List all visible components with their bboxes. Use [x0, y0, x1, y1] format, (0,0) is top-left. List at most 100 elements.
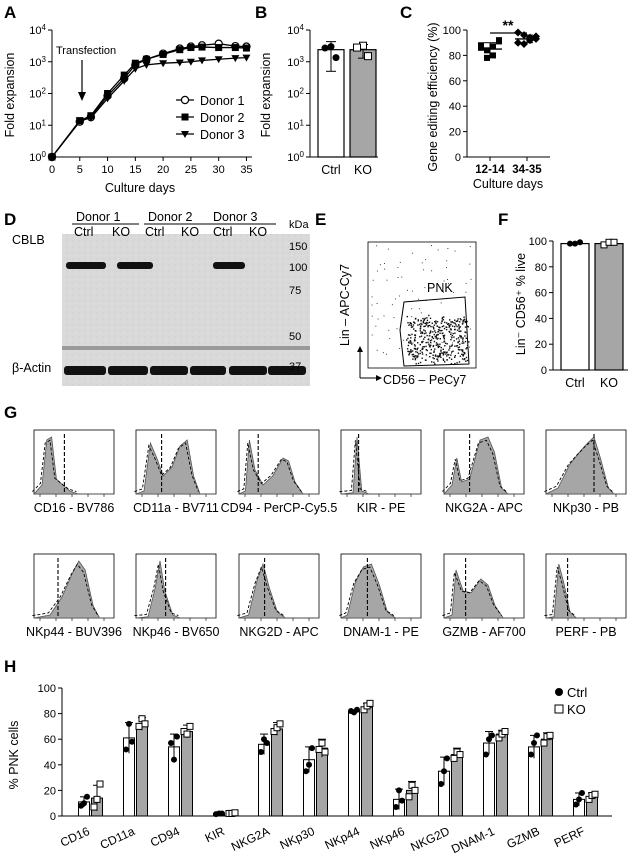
flow-event: [421, 332, 424, 335]
flow-event: [469, 263, 471, 265]
flow-event: [408, 340, 410, 342]
flow-event: [414, 338, 416, 340]
flow-event: [449, 328, 452, 330]
flow-event: [465, 360, 467, 362]
panel-a-xtick-label: 20: [157, 164, 169, 176]
flow-event: [451, 334, 453, 337]
flow-event: [455, 324, 457, 326]
panel-h-xtick-label: PERF: [552, 824, 587, 850]
flow-event: [410, 351, 413, 353]
flow-event: [458, 330, 460, 332]
flow-event: [429, 331, 432, 333]
panel-f-point-ctrl: [567, 240, 573, 247]
kda-marker-150: 150: [289, 241, 307, 253]
panel-h-xtick-label: NKp46: [368, 824, 407, 852]
flow-event: [441, 342, 443, 344]
flow-event: [403, 339, 405, 341]
flow-event: [457, 347, 459, 349]
panel-b-point-ko: [364, 52, 372, 61]
flow-event: [453, 340, 455, 342]
flow-event: [442, 353, 445, 355]
flow-event: [433, 324, 436, 326]
panel-h-point-ctrl: [309, 745, 315, 752]
flow-event: [461, 353, 463, 355]
flow-event: [416, 348, 418, 351]
flow-event: [425, 332, 427, 334]
flow-event: [412, 326, 414, 328]
panel-a-point-donor-2: [120, 71, 128, 79]
flow-event: [437, 360, 439, 362]
panel-h-point-ctrl: [168, 740, 174, 747]
panel-c-point-day34-35: [520, 39, 528, 48]
panel-g: G CD16 - BV786 CD11a - BV711 CD94 - PerCP-…: [4, 403, 627, 639]
flow-event: [450, 329, 452, 331]
panel-h-point-ctrl: [264, 740, 270, 747]
flow-event: [454, 345, 456, 347]
panel-h-point-ko: [276, 720, 284, 728]
flow-event: [424, 336, 426, 338]
panel-b-ytick-label: 100: [287, 150, 304, 164]
flow-event: [434, 363, 436, 365]
panel-h-point-ko: [318, 739, 326, 747]
histogram-ctrl-outline: [339, 440, 368, 493]
flow-event: [418, 308, 420, 310]
panel-f-bar-ko: [594, 242, 624, 371]
flow-event: [434, 330, 436, 332]
panel-a-point-donor-3: [48, 154, 56, 161]
flow-event: [385, 353, 387, 355]
blot-background-band: [62, 346, 310, 350]
flow-event: [469, 328, 471, 330]
panel-a-point-donor-2: [231, 44, 239, 52]
flow-event: [461, 342, 463, 344]
flow-event: [429, 335, 431, 337]
flow-event: [450, 358, 453, 360]
panel-c-ytick-label: 60: [449, 76, 461, 88]
histogram-label: NKp44 - BUV396: [26, 625, 122, 639]
panel-f: F Lin⁻ CD56⁺ % live 0 20 40 60 80 100 Ctrl KO: [498, 210, 628, 390]
histogram-label: CD16 - BV786: [34, 501, 115, 515]
flow-event: [437, 333, 439, 336]
panel-a-xlabel: Culture days: [105, 181, 175, 195]
panel-h-xtick-label: NKp30: [278, 824, 317, 852]
flow-event: [427, 322, 429, 324]
flow-event: [442, 358, 444, 360]
flow-event: [408, 324, 410, 326]
legend-marker-donor-3: [181, 131, 189, 138]
flow-event: [443, 341, 445, 343]
panel-h-point-ctrl: [219, 810, 225, 817]
flow-event: [414, 322, 416, 324]
histogram-5: NKG2A - APC: [442, 429, 525, 515]
flow-event: [448, 354, 450, 356]
flow-event: [393, 317, 395, 319]
flow-event: [401, 276, 403, 278]
panel-label-b: B: [255, 3, 267, 22]
pnk-gate-label: PNK: [427, 281, 453, 295]
flow-event: [464, 353, 466, 355]
flow-event: [407, 334, 410, 336]
flow-event: [457, 352, 460, 354]
panel-a-axes: 100 101 102 103 104 0 5 10 15 20 25 30 35: [29, 23, 252, 176]
panel-h-point-ko: [186, 722, 194, 730]
flow-event: [420, 320, 422, 322]
panel-h-point-ko: [315, 745, 323, 753]
lane-label-ko: KO: [181, 225, 199, 239]
flow-event: [425, 345, 427, 348]
flow-event: [433, 361, 435, 364]
histogram-ko-fill: [340, 563, 421, 619]
flow-event: [445, 353, 447, 355]
panel-h-point-ctrl: [528, 751, 534, 758]
kda-marker-37: 37: [289, 361, 301, 373]
flow-event: [442, 359, 445, 361]
flow-event: [423, 329, 425, 331]
histogram-frame: [340, 429, 422, 495]
donor-label-1: Donor 1: [76, 210, 121, 224]
panel-a-point-donor-2: [131, 59, 139, 67]
flow-event: [432, 326, 434, 328]
flow-event: [434, 348, 436, 350]
flow-event: [412, 324, 415, 326]
panel-f-ytick-label: 100: [529, 236, 547, 248]
panel-h-point-ko: [501, 728, 509, 736]
flow-events: [371, 245, 472, 365]
flow-event: [435, 355, 437, 357]
